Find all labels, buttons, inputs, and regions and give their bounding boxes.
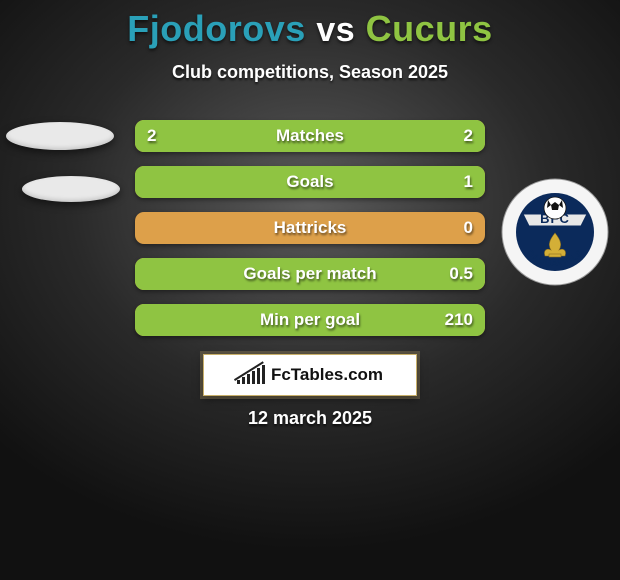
page-title: Fjodorovs vs Cucurs [0,0,620,50]
brand-box: FcTables.com [203,354,417,396]
brand-bar [262,365,265,384]
stat-label: Matches [135,120,485,152]
stat-row: 1Goals [135,166,485,198]
stat-row: 22Matches [135,120,485,152]
stat-label: Goals [135,166,485,198]
title-player2: Cucurs [366,8,493,49]
placeholder-ellipse [22,176,120,202]
infographic-container: Fjodorovs vs Cucurs Club competitions, S… [0,0,620,580]
stat-label: Hattricks [135,212,485,244]
stat-rows: 22Matches 1Goals 0Hattricks 0.5Goals per ma… [135,120,485,336]
bfc-crest: BFC DAUGAVPILS [501,178,609,286]
stat-label: Goals per match [135,258,485,290]
brand-bar [242,377,245,384]
stats-zone: BFC DAUGAVPILS 22Matches 1Goals [0,120,620,350]
title-vs: vs [316,11,355,49]
brand-bar [247,374,250,384]
footer-date: 12 march 2025 [0,408,620,429]
team-badge-right: BFC DAUGAVPILS [490,120,620,286]
stat-label: Min per goal [135,304,485,336]
stat-row: 210Min per goal [135,304,485,336]
brand-bar [252,371,255,384]
brand-text: FcTables.com [271,365,383,385]
brand-bar [237,380,240,384]
stat-row: 0Hattricks [135,212,485,244]
brand-bars-icon [237,366,265,384]
subtitle: Club competitions, Season 2025 [0,62,620,83]
placeholder-ellipse [6,122,114,150]
title-player1: Fjodorovs [127,8,306,49]
brand-bar [257,368,260,384]
bfc-crest-svg: BFC DAUGAVPILS [501,178,609,286]
stat-row: 0.5Goals per match [135,258,485,290]
